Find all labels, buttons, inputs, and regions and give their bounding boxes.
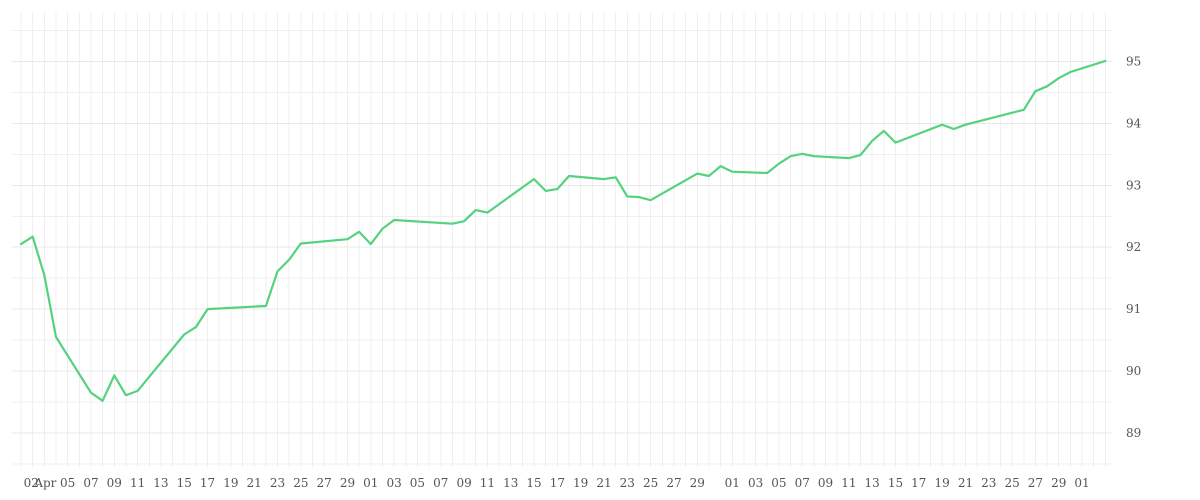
y-axis: 89 90 91 92 93 94 95: [1126, 55, 1142, 440]
x-tick-label: 13: [153, 476, 168, 490]
x-tick-label: 11: [130, 476, 145, 490]
x-tick-label: 17: [911, 476, 926, 490]
x-tick-label: 29: [340, 476, 355, 490]
series-layer: [19, 59, 1107, 402]
x-tick-label: 23: [270, 476, 285, 490]
x-tick-label: 05: [771, 476, 786, 490]
x-tick-label: 01: [725, 476, 740, 490]
x-tick-label: 01: [363, 476, 378, 490]
x-tick-label: 13: [503, 476, 518, 490]
series-line: [19, 59, 1107, 402]
x-tick-label: 07: [83, 476, 98, 490]
x-tick-label: 13: [865, 476, 880, 490]
x-tick-label: 07: [433, 476, 448, 490]
x-tick-label: 19: [573, 476, 588, 490]
x-tick-label: 29: [1051, 476, 1066, 490]
x-tick-label: 03: [386, 476, 401, 490]
x-tick-label: 19: [223, 476, 238, 490]
x-tick-label: 09: [818, 476, 833, 490]
x-tick-label: 29: [690, 476, 705, 490]
x-tick-label: 09: [456, 476, 471, 490]
x-tick-label: 09: [107, 476, 122, 490]
x-tick-label: 17: [550, 476, 565, 490]
x-tick-label: 01: [1074, 476, 1089, 490]
y-tick-label: 89: [1126, 426, 1141, 440]
x-tick-label: Apr: [33, 476, 56, 490]
x-tick-label: 27: [1028, 476, 1043, 490]
x-tick-label: 03: [748, 476, 763, 490]
x-tick-label: 05: [410, 476, 425, 490]
y-tick-label: 90: [1126, 364, 1141, 378]
x-tick-label: 17: [200, 476, 215, 490]
x-tick-label: 15: [888, 476, 903, 490]
x-tick-label: 25: [1004, 476, 1019, 490]
x-tick-label: 07: [795, 476, 810, 490]
x-tick-label: 25: [293, 476, 308, 490]
x-tick-label: 25: [643, 476, 658, 490]
x-tick-label: 27: [317, 476, 332, 490]
y-tick-label: 95: [1126, 55, 1141, 69]
x-tick-label: 02: [24, 476, 39, 490]
x-tick-label: 11: [841, 476, 856, 490]
x-tick-label: 21: [247, 476, 262, 490]
x-tick-label: 23: [981, 476, 996, 490]
x-tick-label: 27: [666, 476, 681, 490]
x-tick-label: 19: [934, 476, 949, 490]
y-tick-label: 94: [1126, 116, 1142, 130]
x-tick-label: 23: [620, 476, 635, 490]
x-tick-label: 21: [596, 476, 611, 490]
y-tick-label: 92: [1126, 240, 1141, 254]
y-tick-label: 93: [1126, 178, 1141, 192]
x-tick-label: 11: [480, 476, 495, 490]
x-tick-label: 05: [60, 476, 75, 490]
grid: [12, 12, 1112, 467]
x-tick-label: 21: [958, 476, 973, 490]
x-tick-label: 15: [526, 476, 541, 490]
x-tick-label: 15: [177, 476, 192, 490]
y-tick-label: 91: [1126, 302, 1141, 316]
